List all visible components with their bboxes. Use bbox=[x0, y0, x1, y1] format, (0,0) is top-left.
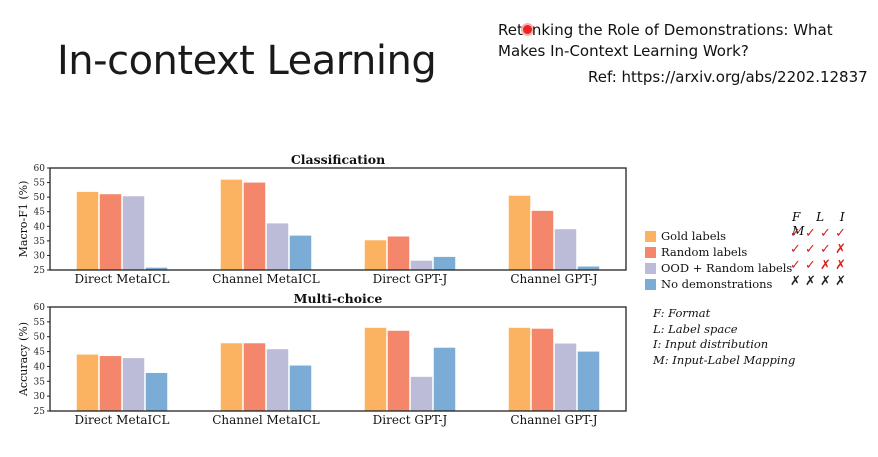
y-tick-label: 60 bbox=[34, 164, 46, 174]
marks-random: ✓ ✓ ✓ ✗ bbox=[790, 242, 846, 257]
y-tick-label: 55 bbox=[34, 318, 46, 328]
y-tick-label: 50 bbox=[34, 333, 46, 343]
bar-random bbox=[243, 343, 266, 411]
legend-label: No demonstrations bbox=[661, 277, 773, 291]
definition-label-space: L: Label space bbox=[653, 321, 738, 336]
bar-gold bbox=[364, 240, 387, 270]
x-tick-label: Direct GPT-J bbox=[373, 272, 448, 286]
x-tick-label: Direct MetaICL bbox=[75, 272, 170, 286]
bar-random bbox=[99, 356, 122, 411]
legend-swatch-ood bbox=[645, 262, 656, 274]
chart-title: Multi-choice bbox=[294, 291, 383, 306]
x-tick-label: Direct MetaICL bbox=[75, 413, 170, 427]
reference-link[interactable]: Ref: https://arxiv.org/abs/2202.12837 bbox=[588, 68, 868, 86]
y-tick-label: 25 bbox=[34, 266, 46, 276]
legend-item-random: Random labels bbox=[645, 244, 747, 260]
bar-none bbox=[145, 372, 168, 411]
legend-item-none: No demonstrations bbox=[645, 276, 772, 292]
legend-label: OOD + Random labels bbox=[661, 261, 793, 275]
bar-ood bbox=[266, 223, 289, 270]
marks-none: ✗ ✗ ✗ ✗ bbox=[790, 274, 846, 289]
x-tick-label: Direct GPT-J bbox=[373, 413, 448, 427]
y-axis-label: Macro-F1 (%) bbox=[17, 181, 30, 258]
bar-ood bbox=[266, 349, 289, 411]
laser-pointer-icon bbox=[522, 25, 532, 34]
y-tick-label: 45 bbox=[34, 208, 46, 218]
bar-ood bbox=[554, 229, 577, 270]
bar-gold bbox=[220, 343, 243, 411]
chart-title: Classification bbox=[291, 152, 385, 167]
plot-frame bbox=[49, 306, 627, 412]
bar-ood bbox=[410, 260, 433, 270]
legend-label: Gold labels bbox=[661, 229, 727, 243]
bar-random bbox=[99, 194, 122, 270]
legend-item-ood: OOD + Random labels bbox=[645, 260, 792, 276]
bar-none bbox=[433, 256, 456, 270]
bar-none bbox=[577, 266, 600, 270]
bar-random bbox=[387, 236, 410, 270]
bar-gold bbox=[364, 327, 387, 411]
legend-item-gold: Gold labels bbox=[645, 228, 726, 244]
bar-none bbox=[289, 235, 312, 270]
y-tick-label: 30 bbox=[34, 392, 46, 402]
flim-column-header: F L I M bbox=[792, 210, 851, 238]
paper-title: Ret nking the Role of Demonstrations: Wha… bbox=[498, 20, 838, 62]
legend-label: Random labels bbox=[661, 245, 748, 259]
bar-ood bbox=[554, 343, 577, 411]
bar-random bbox=[243, 182, 266, 270]
bar-random bbox=[531, 328, 554, 411]
bar-random bbox=[387, 330, 410, 411]
definition-format: F: Format bbox=[653, 306, 711, 320]
legend-swatch-none bbox=[645, 278, 656, 290]
x-tick-label: Channel GPT-J bbox=[510, 272, 597, 286]
bar-none bbox=[577, 351, 600, 411]
y-tick-label: 45 bbox=[34, 348, 46, 358]
slide-title: In-context Learning bbox=[57, 38, 437, 84]
legend-swatch-random bbox=[645, 246, 656, 258]
bar-none bbox=[433, 347, 456, 411]
x-tick-label: Channel MetaICL bbox=[212, 413, 320, 427]
abbreviation-definitions: F: Format L: Label space I: Input distri… bbox=[653, 306, 795, 368]
bar-gold bbox=[76, 354, 99, 411]
y-tick-label: 40 bbox=[34, 362, 46, 372]
x-tick-label: Channel GPT-J bbox=[510, 413, 597, 427]
bar-gold bbox=[76, 191, 99, 270]
x-tick-label: Channel MetaICL bbox=[212, 272, 320, 286]
paper-title-rest: nking the Role of Demonstrations: What M… bbox=[498, 21, 833, 60]
bar-ood bbox=[410, 376, 433, 411]
bar-none bbox=[145, 267, 168, 270]
bar-ood bbox=[122, 196, 145, 270]
bar-random bbox=[531, 210, 554, 270]
definition-input-label-mapping: M: Input-Label Mapping bbox=[653, 352, 796, 367]
plot-frame bbox=[49, 167, 627, 271]
y-tick-label: 60 bbox=[34, 303, 46, 313]
marks-gold: ✓ ✓ ✓ ✓ bbox=[790, 226, 846, 241]
y-tick-label: 50 bbox=[34, 193, 46, 203]
marks-ood: ✓ ✓ ✗ ✗ bbox=[790, 258, 846, 273]
y-tick-label: 55 bbox=[34, 179, 46, 189]
y-tick-label: 35 bbox=[34, 377, 46, 387]
y-tick-label: 25 bbox=[34, 407, 46, 417]
bar-ood bbox=[122, 358, 145, 411]
y-tick-label: 40 bbox=[34, 222, 46, 232]
bar-none bbox=[289, 365, 312, 411]
legend-swatch-gold bbox=[645, 230, 656, 242]
bar-gold bbox=[220, 179, 243, 270]
y-tick-label: 35 bbox=[34, 237, 46, 247]
y-axis-label: Accuracy (%) bbox=[17, 322, 30, 397]
definition-input-distribution: I: Input distribution bbox=[653, 337, 769, 351]
bar-gold bbox=[508, 327, 531, 411]
y-tick-label: 30 bbox=[34, 251, 46, 261]
paper-title-start: Ret bbox=[498, 21, 523, 39]
bar-gold bbox=[508, 195, 531, 270]
